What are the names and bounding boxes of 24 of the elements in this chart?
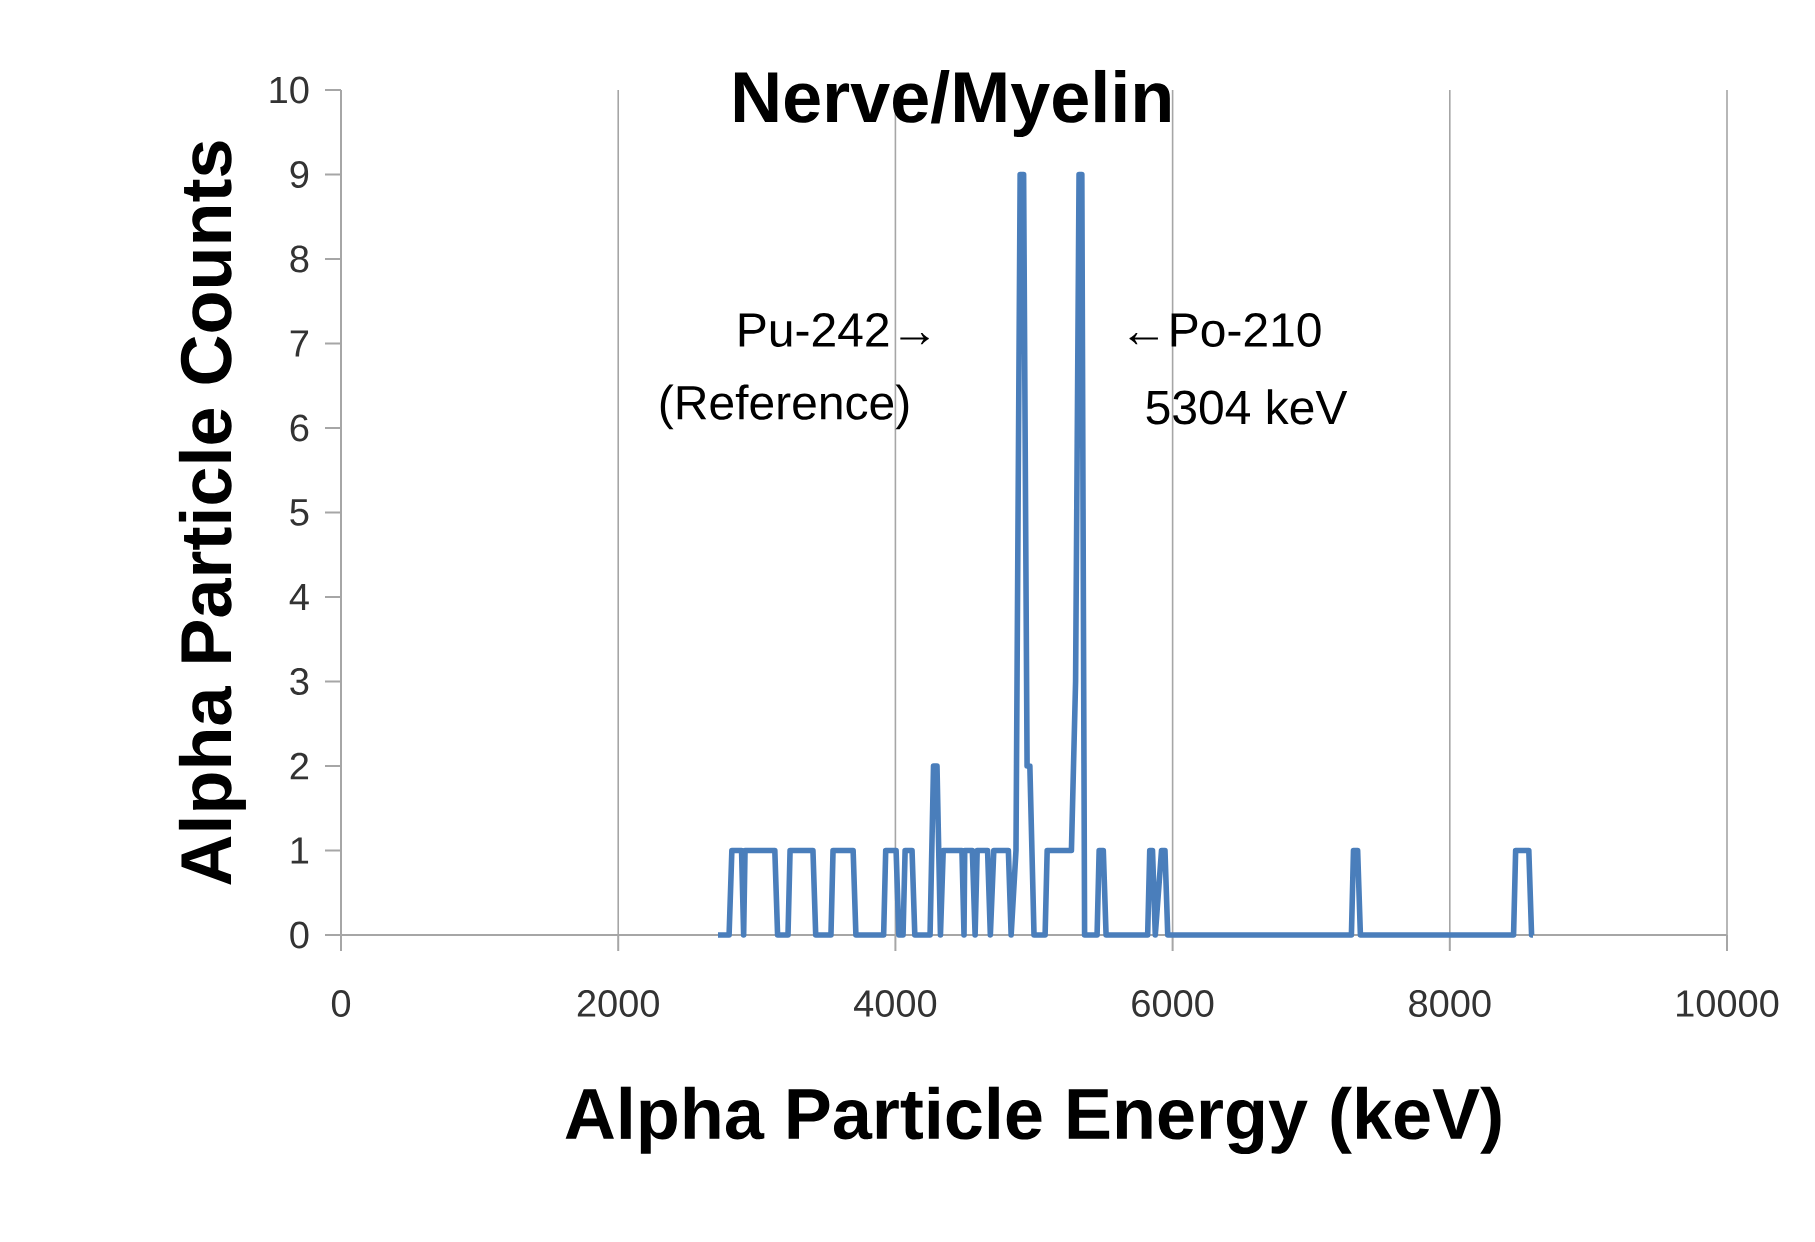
annotation: (Reference) (660, 384, 909, 430)
x-tick-label: 8000 (1409, 990, 1491, 1017)
y-tick-label: 0 (290, 921, 309, 949)
annotation: ←Po-210 (1129, 312, 1321, 347)
annotation: 5304 keV (1146, 389, 1348, 425)
y-tick-label: 3 (290, 668, 309, 695)
y-axis-title: Alpha Particle Counts (178, 141, 246, 885)
y-tick-label: 1 (291, 837, 309, 864)
x-axis-title: Alpha Particle Energy (keV) (565, 1086, 1501, 1155)
y-tick-label: 8 (290, 245, 309, 273)
x-tick-label: 10000 (1677, 990, 1779, 1017)
y-tick-label: 5 (290, 499, 309, 526)
y-tick-label: 4 (289, 583, 309, 611)
y-tick-label: 9 (290, 161, 309, 188)
x-tick-label: 6000 (1132, 990, 1214, 1017)
x-tick-label: 4000 (854, 990, 937, 1017)
x-tick-label: 0 (331, 990, 351, 1017)
x-tick-label: 2000 (577, 990, 659, 1017)
chart-title: Nerve/Myelin (734, 69, 1170, 138)
y-tick-label: 7 (290, 330, 309, 357)
annotation: Pu-242→ (739, 312, 929, 347)
y-tick-label: 10 (270, 76, 309, 104)
y-tick-label: 6 (290, 414, 309, 442)
y-tick-label: 2 (290, 752, 309, 780)
